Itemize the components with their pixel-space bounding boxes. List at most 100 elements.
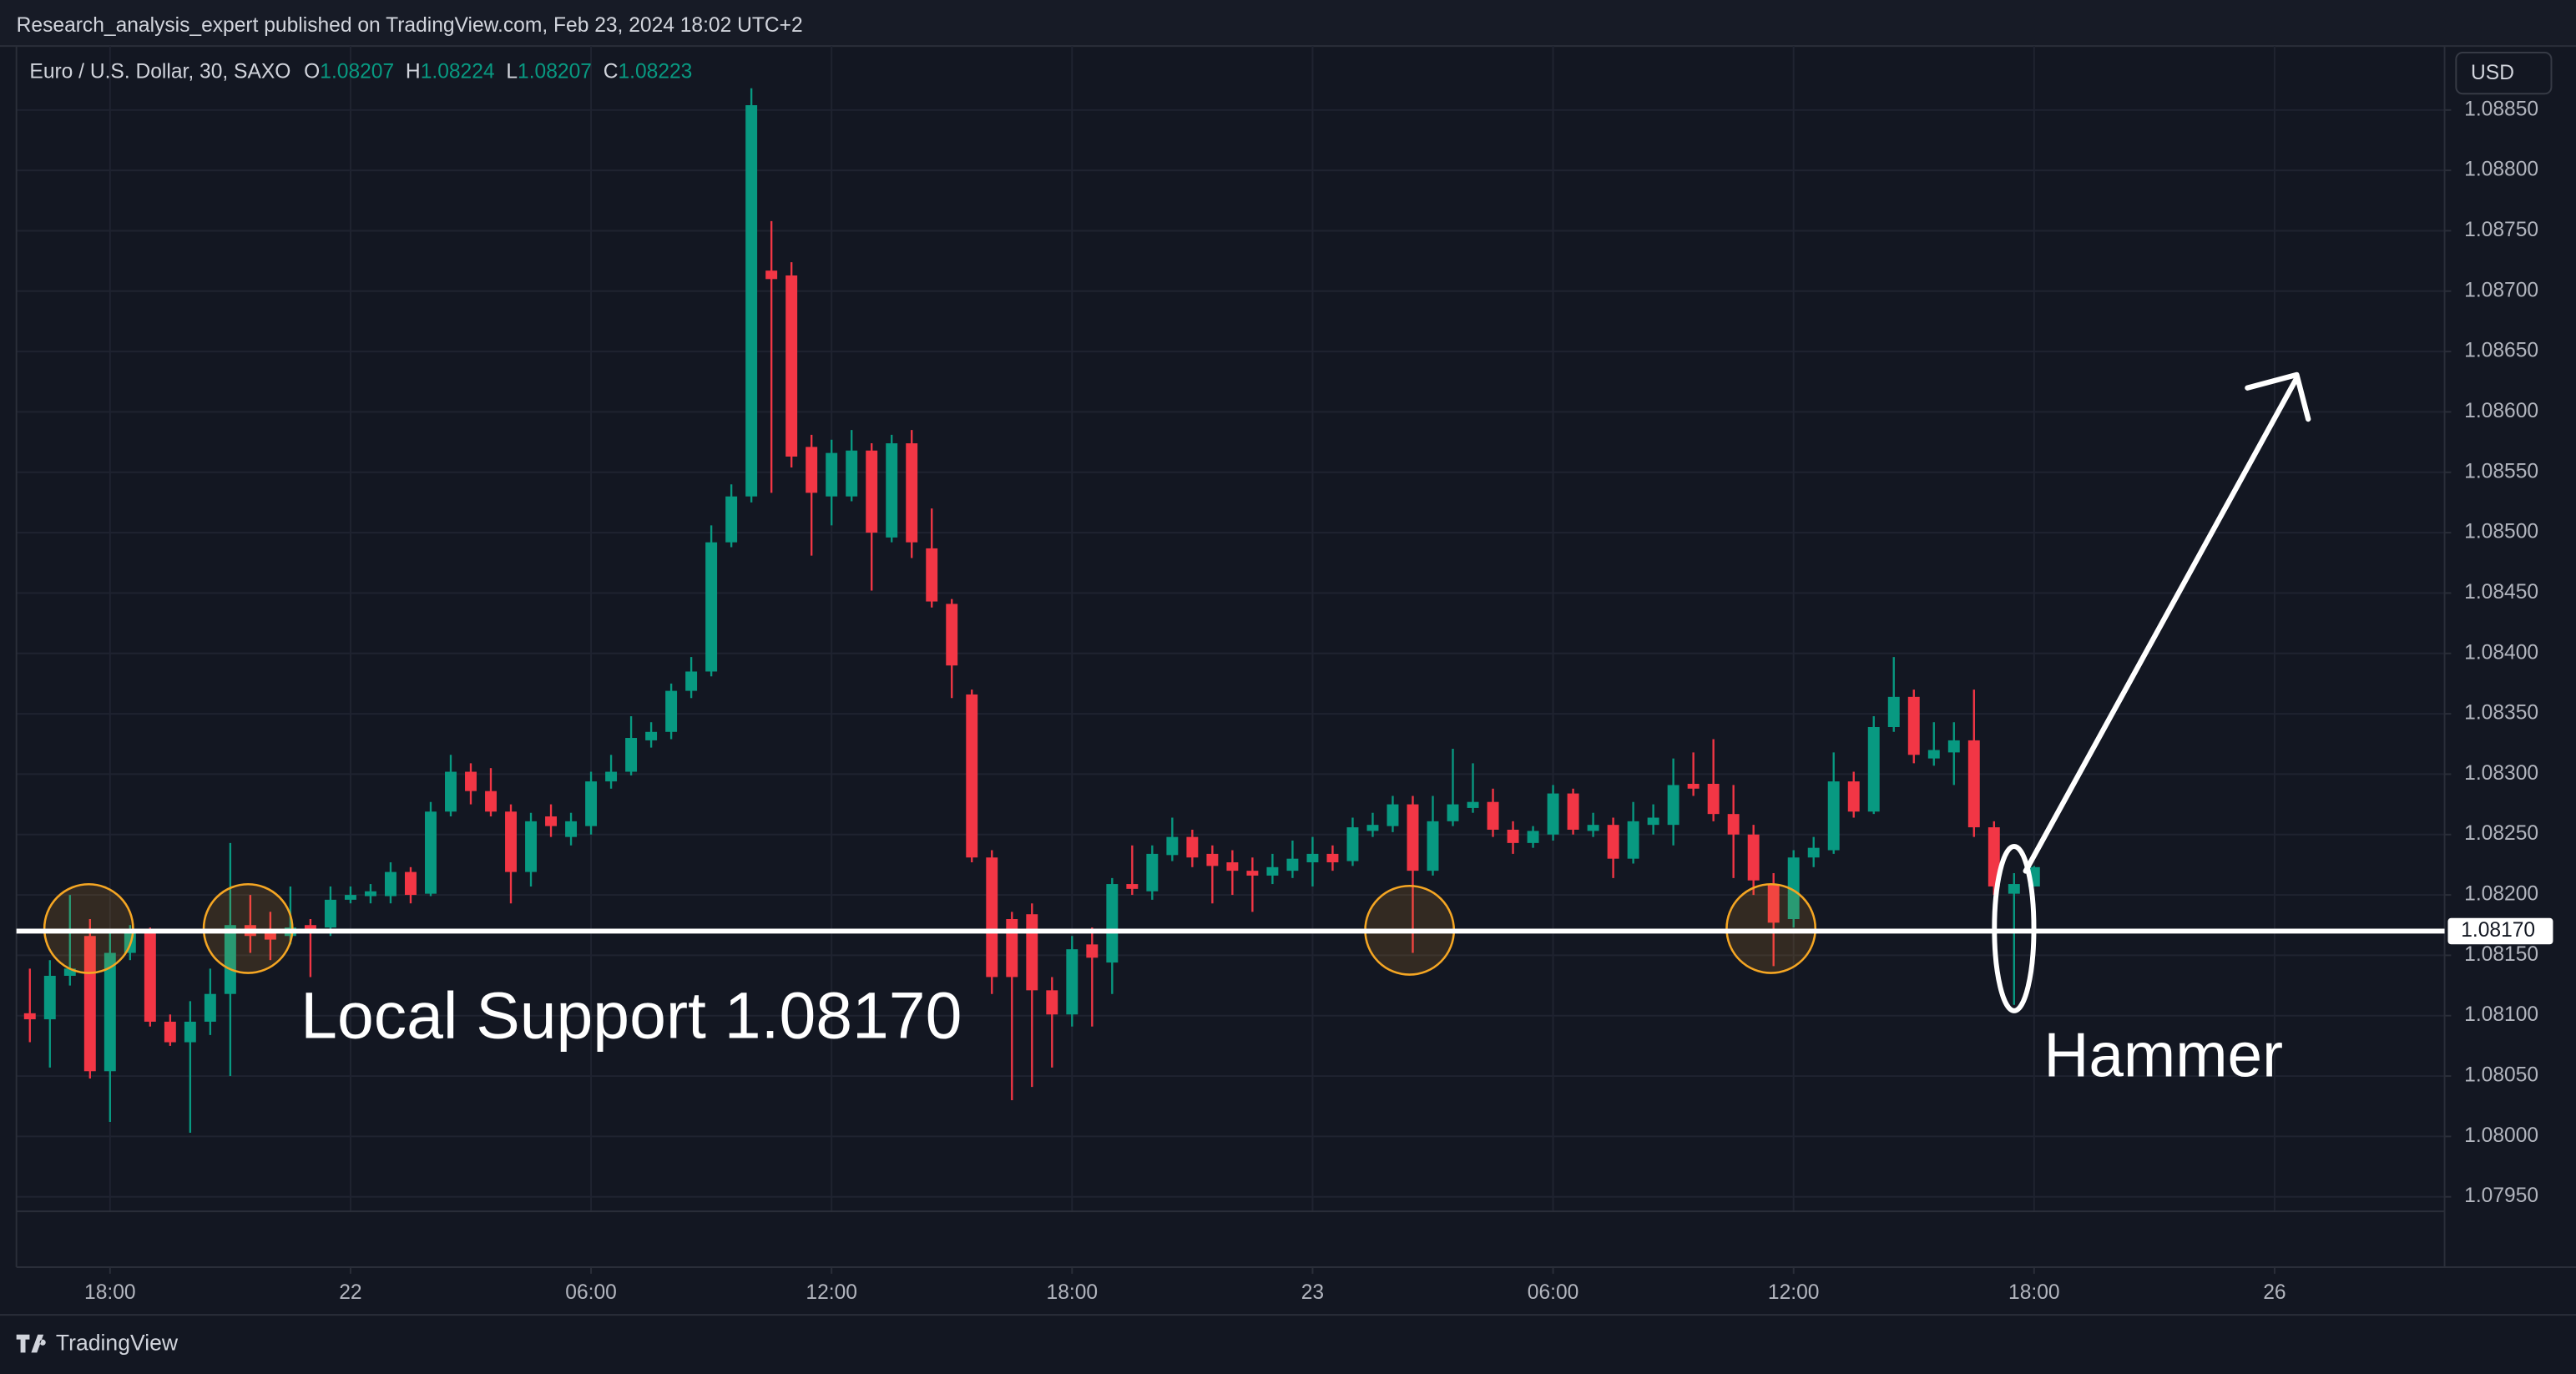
candle-body [1326,853,1339,863]
candle-body [224,925,236,994]
candle-body [806,447,818,493]
x-tick-label: 18:00 [2008,1281,2060,1304]
highlight-circle [43,882,134,974]
candle-body [1146,853,1159,892]
candle-body [184,1021,196,1043]
x-tick-label: 22 [339,1281,361,1304]
support-price-box [2447,917,2553,945]
y-tick-label: 1.08150 [2464,943,2538,966]
candle-body [1206,853,1219,866]
x-tick-label: 18:00 [84,1281,136,1304]
candle-body [1407,804,1419,871]
currency-box[interactable] [2455,52,2553,95]
candle-body [2008,884,2020,894]
candle-body [525,821,537,872]
y-tick-label: 1.08450 [2464,581,2538,604]
candle-body [926,548,938,602]
symbol: Euro / U.S. Dollar, 30, SAXO [29,60,290,83]
candle-body [645,731,658,740]
candle-body [1427,821,1439,871]
candle-body [23,1013,36,1020]
candle-body [585,781,598,826]
candle-body [83,936,96,1072]
candle-body [1567,793,1579,830]
candle-body [1867,727,1880,812]
candle-body [826,452,838,497]
candle-body [1306,853,1319,863]
candle-body [1186,836,1199,858]
y-tick-label: 1.08050 [2464,1064,2538,1087]
currency[interactable]: USD [2471,62,2514,84]
candle-body [1386,804,1399,826]
y-tick-label: 1.08750 [2464,219,2538,241]
ohlc-value: 1.08223 [618,60,692,83]
candle-body [1687,783,1700,789]
candle-body [43,975,56,1020]
candle-body [966,694,978,858]
candle-body [906,443,918,543]
candle-body [1126,884,1139,889]
candle-body [866,450,878,533]
candle-body [1647,817,1659,826]
y-tick-label: 1.08650 [2464,340,2538,362]
candle-body [745,105,758,497]
pattern-annotation: Hammer [2043,1020,2283,1090]
candle-body [1967,740,1980,828]
candle-body [1827,781,1840,851]
hammer-ellipse [1992,844,2037,1013]
candle-body [785,275,798,457]
candle-body [1507,829,1519,843]
candle-body [946,604,958,666]
candle-body [1727,814,1740,835]
ohlc-label: C [604,60,619,83]
candle-body [405,871,417,896]
candle-body [886,443,898,538]
candle-body [1947,740,1960,753]
candle-body [625,738,638,772]
legend: Euro / U.S. Dollar, 30, SAXO O1.08207 H1.0… [29,60,692,83]
y-tick-label: 1.08000 [2464,1124,2538,1147]
candle-body [104,952,116,1072]
ohlc-value: 1.08207 [320,60,394,83]
candle-body [164,1021,176,1043]
candle-body [1066,949,1078,1015]
candle-body [1988,827,2000,887]
highlight-circle [202,882,294,974]
candle-body [1286,858,1299,871]
candle-body [1707,783,1720,815]
highlight-circle [1725,882,1817,974]
candle-body [1667,785,1679,826]
candle-body [324,899,336,928]
y-tick-label: 1.07950 [2464,1185,2538,1207]
candle-body [1246,871,1259,876]
candle-body [1026,914,1038,991]
candle-body [1366,825,1379,831]
y-tick-label: 1.08200 [2464,883,2538,906]
published-text: Research_analysis_expert published on Tr… [17,14,803,37]
y-tick-label: 1.08400 [2464,641,2538,664]
candle-body [1587,825,1599,831]
candle-body [1467,801,1479,808]
candle-body [685,671,698,691]
candle-body [1607,825,1619,859]
support-annotation: Local Support 1.08170 [301,978,962,1052]
x-tick-label: 18:00 [1047,1281,1099,1304]
candle-body [1887,696,1900,728]
candle-body [1006,919,1018,977]
candle-body [425,811,437,894]
candle-body [445,771,457,812]
ohlc-label: O [304,60,320,83]
y-tick-label: 1.08350 [2464,702,2538,725]
candle-body [1266,866,1279,876]
candle-body [1807,847,1820,858]
candle-body [605,771,618,782]
candle-body [1447,804,1459,821]
header-bar [0,0,2576,47]
candle-body [1787,857,1800,920]
x-tick-label: 06:00 [565,1281,617,1304]
candle-body [725,496,738,543]
candle-body [384,871,397,897]
candle-body [204,993,216,1022]
